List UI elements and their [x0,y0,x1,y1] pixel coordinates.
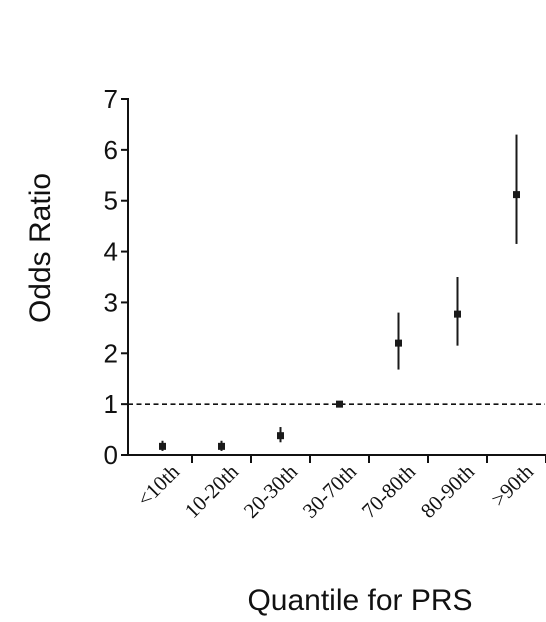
data-point-3 [336,400,343,408]
x-tick-label-3: 30-70th [298,459,362,523]
y-tick-label-3: 3 [104,287,118,317]
y-tick-label-7: 7 [104,84,118,114]
data-point-0 [159,442,166,450]
x-tick-label-5: 80-90th [416,459,480,523]
x-tick-label-0: <10th [132,459,184,511]
y-tick-label-1: 1 [104,389,118,419]
data-point-2 [277,432,284,440]
x-tick-label-2: 20-30th [239,459,303,523]
y-tick-label-5: 5 [104,186,118,216]
y-axis-title: Odds Ratio [24,173,57,323]
data-point-4 [395,339,402,347]
data-point-1 [218,442,225,450]
axes [121,98,546,463]
y-tick-label-4: 4 [104,237,118,267]
y-tick-label-6: 6 [104,135,118,165]
data-point-6 [513,191,520,199]
data-point-5 [454,310,461,318]
y-tick-label-0: 0 [104,440,118,470]
x-axis-title: Quantile for PRS [247,584,472,617]
x-tick-label-4: 70-80th [357,459,421,523]
y-tick-label-2: 2 [104,338,118,368]
x-tick-label-1: 10-20th [180,459,244,523]
tick-labels: 0 1 2 3 4 5 6 7 <10th10-20th20-30th30-70th70-80t… [104,84,539,523]
x-tick-label-6: >90th [486,459,538,511]
data-marks [159,134,520,451]
